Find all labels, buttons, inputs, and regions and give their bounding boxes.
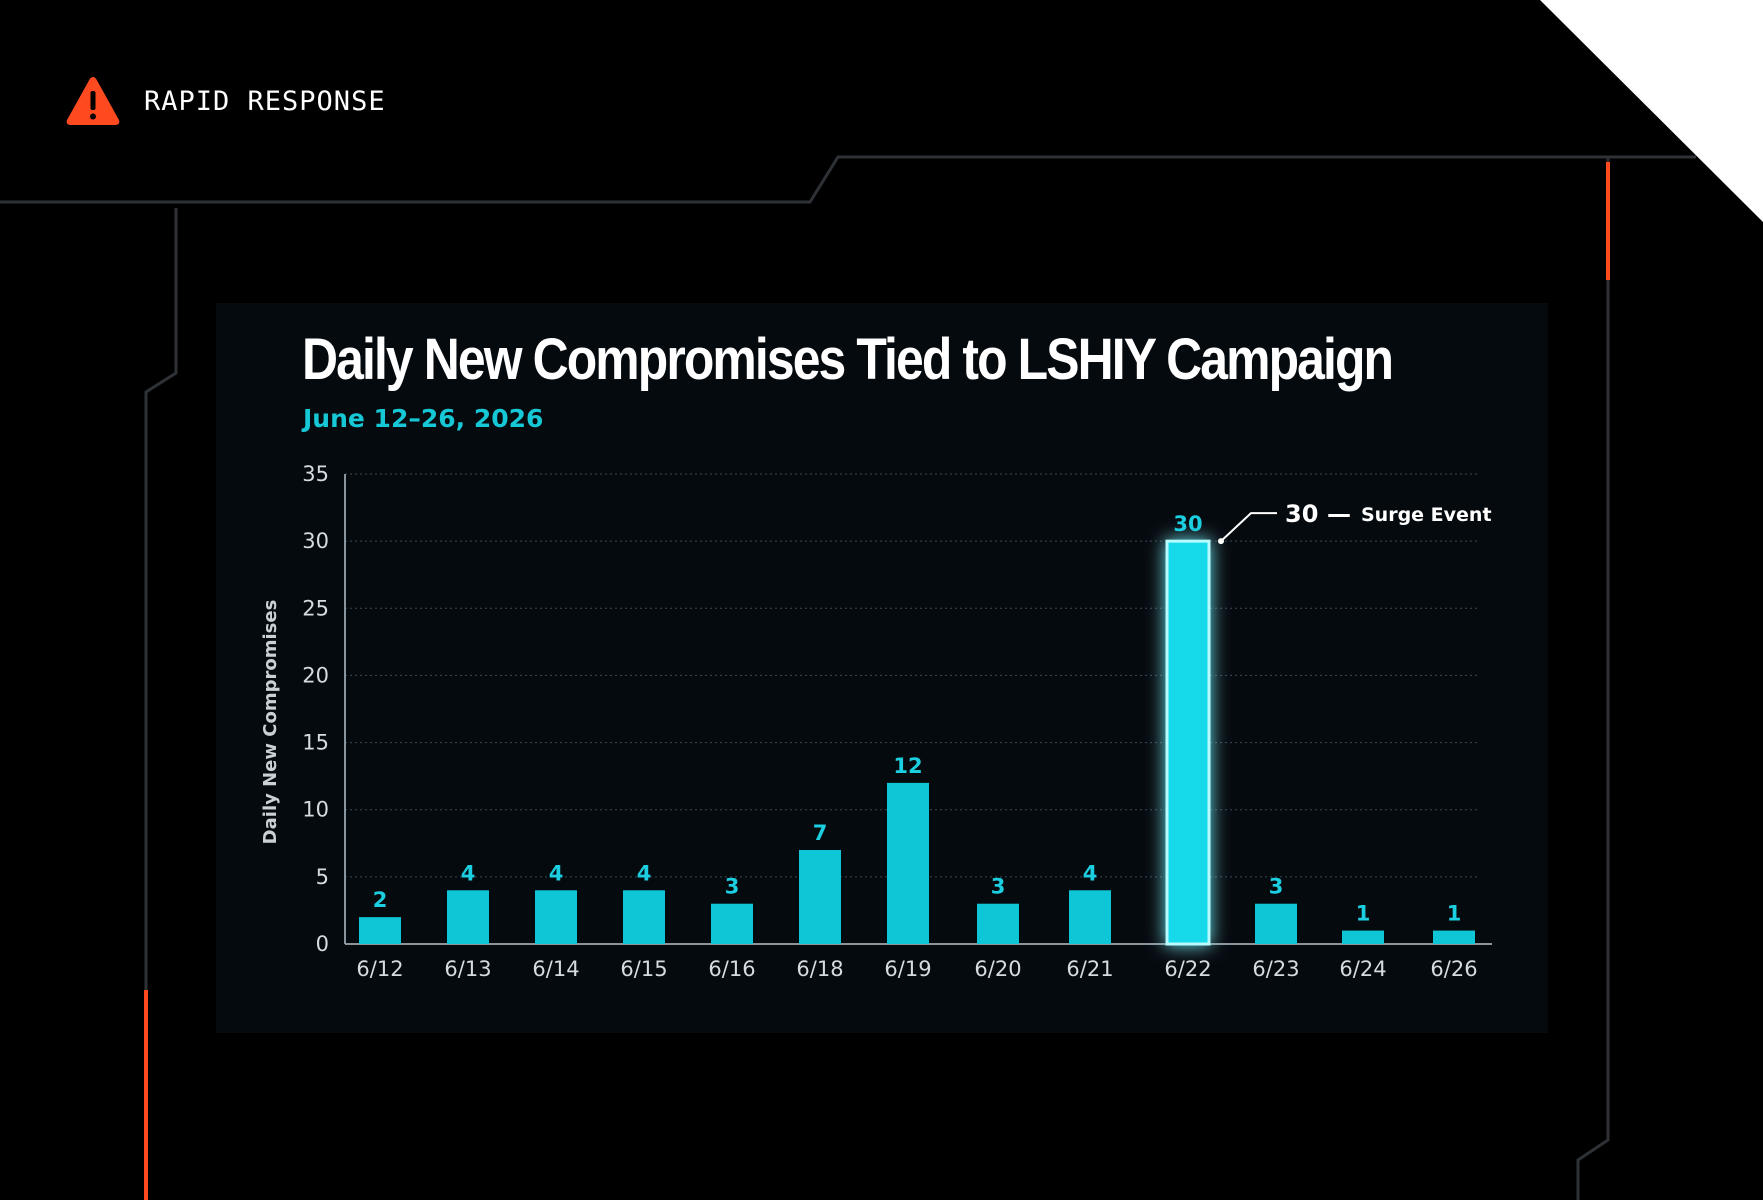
x-tick-label: 6/26 (1430, 957, 1477, 981)
surge-annotation: 30 — Surge Event (1218, 500, 1492, 545)
y-axis-label: Daily New Compromises (260, 600, 281, 845)
chart-subtitle: June 12–26, 2026 (303, 404, 544, 433)
data-label: 3 (991, 875, 1006, 899)
chart-panel (216, 303, 1548, 1033)
y-tick-label: 0 (316, 932, 329, 956)
bar (1255, 903, 1297, 944)
bar-highlight (1165, 539, 1211, 946)
bar (1342, 930, 1384, 944)
bar (799, 850, 841, 944)
x-tick-label: 6/23 (1252, 957, 1299, 981)
y-tick-label: 15 (302, 731, 329, 755)
data-label: 1 (1447, 902, 1462, 926)
header-title: RAPID RESPONSE (144, 85, 386, 117)
x-tick-label: 6/15 (620, 957, 667, 981)
chart-title: Daily New Compromises Tied to LSHIY Camp… (302, 327, 1394, 392)
bar (1069, 890, 1111, 944)
x-tick-label: 6/18 (796, 957, 843, 981)
corner-cut (1540, 0, 1763, 222)
annotation-dot (1218, 538, 1224, 545)
data-label: 30 (1173, 512, 1202, 536)
y-tick-label: 35 (302, 462, 329, 486)
x-tick-label: 6/14 (532, 957, 579, 981)
bar (887, 782, 929, 944)
bar (535, 890, 577, 944)
data-label: 4 (549, 861, 564, 885)
y-tick-label: 20 (302, 663, 329, 687)
y-tick-label: 5 (316, 865, 329, 889)
bar (447, 890, 489, 944)
x-tick-label: 6/21 (1066, 957, 1113, 981)
annotation-value: 30 (1285, 500, 1318, 528)
frame-top-line (0, 155, 1696, 204)
data-label: 4 (1083, 861, 1098, 885)
annotation-separator: — (1327, 500, 1351, 528)
data-label: 3 (725, 875, 740, 899)
data-label: 1 (1356, 902, 1371, 926)
frame-left-line (144, 208, 178, 1200)
annotation-leader-line (1220, 512, 1277, 542)
x-tick-label: 6/16 (708, 957, 755, 981)
annotation-text: Surge Event (1361, 504, 1492, 526)
frame-right-line (1576, 157, 1610, 1200)
x-tick-label: 6/22 (1164, 957, 1211, 981)
bar (1433, 930, 1475, 944)
data-label: 4 (461, 861, 476, 885)
data-label: 12 (893, 754, 922, 778)
x-tick-label: 6/20 (974, 957, 1021, 981)
y-tick-label: 30 (302, 529, 329, 553)
x-tick-label: 6/24 (1339, 957, 1386, 981)
bar (977, 903, 1019, 944)
warning-icon (66, 77, 120, 125)
bar (359, 917, 401, 944)
data-label: 3 (1269, 875, 1284, 899)
bar (623, 890, 665, 944)
x-tick-label: 6/12 (356, 957, 403, 981)
y-tick-label: 10 (302, 798, 329, 822)
data-label: 7 (813, 821, 828, 845)
bar (711, 903, 753, 944)
header: RAPID RESPONSE (64, 74, 386, 128)
y-tick-label: 25 (302, 596, 329, 620)
x-tick-label: 6/19 (884, 957, 931, 981)
data-label: 2 (373, 888, 388, 912)
x-tick-label: 6/13 (444, 957, 491, 981)
data-label: 4 (637, 861, 652, 885)
